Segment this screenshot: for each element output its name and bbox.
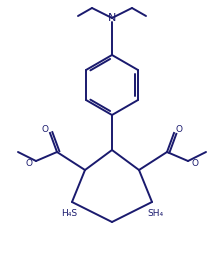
Text: O: O bbox=[175, 124, 183, 134]
Text: N: N bbox=[108, 13, 116, 23]
Text: SH₄: SH₄ bbox=[147, 210, 163, 218]
Text: O: O bbox=[26, 159, 32, 168]
Text: O: O bbox=[192, 159, 198, 168]
Text: H₄S: H₄S bbox=[61, 210, 77, 218]
Text: O: O bbox=[41, 124, 49, 134]
